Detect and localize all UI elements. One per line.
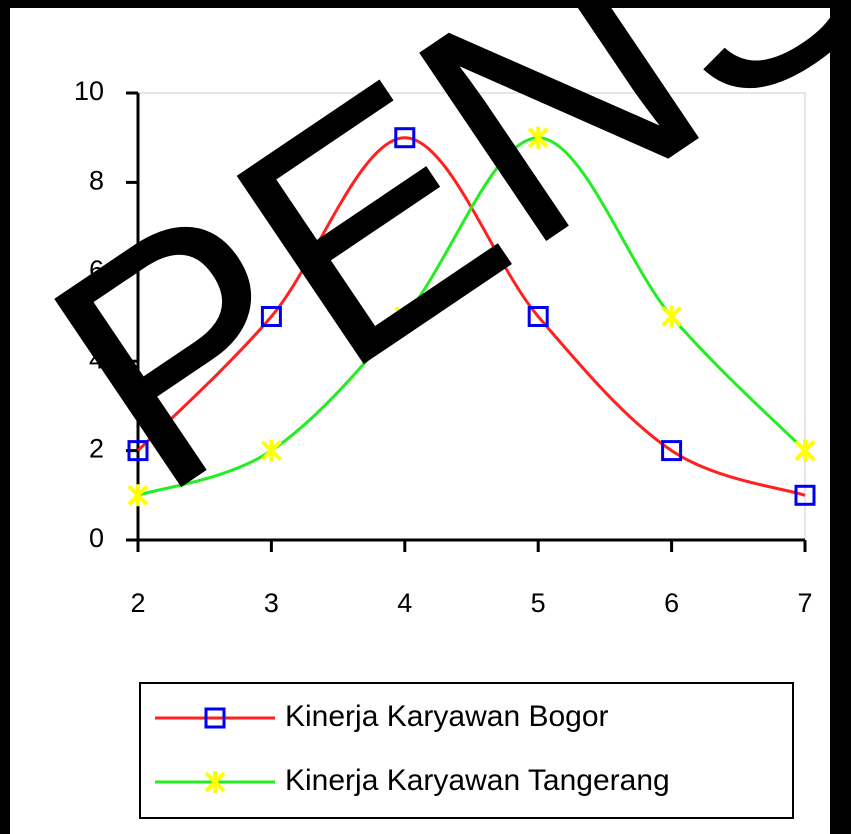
marker: [127, 440, 149, 462]
y-tick-label: 10: [74, 76, 104, 106]
y-tick-label: 0: [89, 523, 104, 553]
y-tick-label: 2: [89, 434, 104, 464]
marker: [527, 126, 549, 149]
legend-box: [139, 682, 794, 819]
legend-label: Kinerja Karyawan Tangerang: [285, 764, 670, 797]
x-tick-label: 5: [531, 588, 546, 618]
x-tick-label: 2: [130, 588, 145, 618]
y-tick-label: 8: [89, 166, 104, 196]
series-line: [136, 136, 806, 497]
marker: [394, 127, 416, 149]
y-tick-label: 6: [89, 255, 104, 285]
marker: [661, 440, 683, 462]
y-tick-label: 4: [89, 344, 104, 374]
x-tick-label: 3: [264, 588, 279, 618]
marker: [260, 439, 282, 462]
legend-label: Kinerja Karyawan Bogor: [285, 700, 609, 733]
marker: [394, 305, 416, 328]
legend-marker: [204, 771, 226, 793]
marker: [661, 305, 683, 328]
marker: [127, 484, 149, 507]
x-tick-label: 6: [664, 588, 679, 618]
marker: [260, 306, 282, 327]
x-tick-label: 7: [797, 588, 812, 618]
legend-marker: [204, 707, 226, 729]
marker: [527, 306, 549, 327]
x-tick-label: 4: [397, 588, 412, 618]
marker: [794, 484, 816, 506]
marker: [794, 439, 816, 462]
